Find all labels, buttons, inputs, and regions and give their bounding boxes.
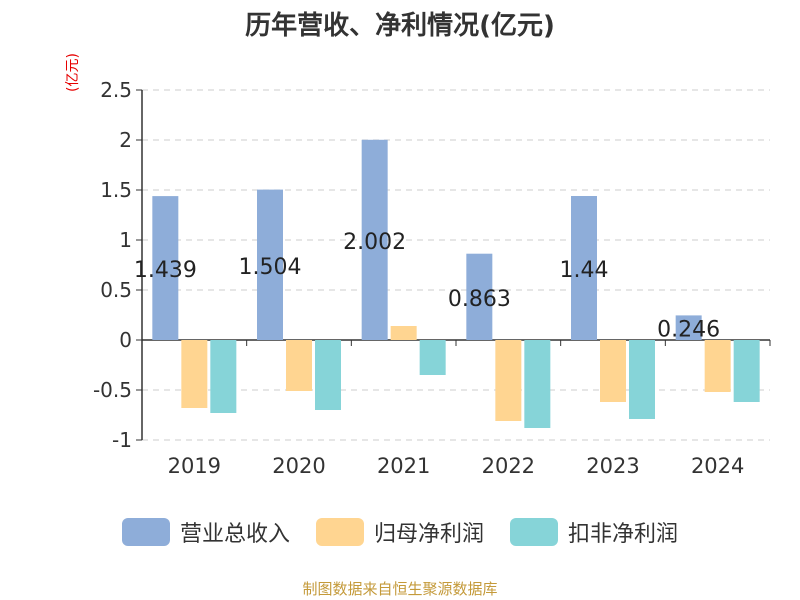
legend-label-revenue: 营业总收入	[179, 522, 290, 547]
x-tick-label: 2023	[586, 454, 639, 478]
x-tick-label: 2020	[272, 454, 325, 478]
y-tick-label: 1	[119, 228, 132, 252]
data-label: 0.863	[448, 287, 511, 312]
y-tick-label: -1	[112, 428, 132, 452]
legend-item-deducted-profit[interactable]: 扣非净利润	[510, 516, 678, 548]
y-tick-label: 0	[119, 328, 132, 352]
bar	[600, 340, 626, 402]
legend-item-revenue[interactable]: 营业总收入	[121, 516, 290, 548]
legend-swatch-revenue	[121, 518, 170, 546]
x-tick-label: 2019	[168, 454, 221, 478]
bar	[466, 253, 493, 340]
data-label: 1.439	[134, 258, 197, 283]
legend: 营业总收入 归母净利润 扣非净利润	[0, 516, 800, 548]
bar	[152, 196, 179, 340]
data-label: 1.44	[560, 258, 609, 283]
bar	[571, 196, 597, 340]
bar	[524, 340, 551, 428]
y-tick-label: 1.5	[100, 178, 132, 202]
legend-label-deducted-profit: 扣非净利润	[568, 522, 679, 547]
bar	[210, 340, 237, 413]
y-tick-label: 2	[119, 128, 132, 152]
legend-item-net-profit[interactable]: 归母净利润	[315, 516, 484, 548]
data-label: 0.246	[657, 318, 720, 343]
data-source-note: 制图数据来自恒生聚源数据库	[302, 580, 498, 598]
legend-swatch-deducted-profit	[510, 518, 558, 546]
legend-swatch-net-profit	[315, 518, 364, 546]
y-tick-label: 0.5	[100, 278, 132, 302]
x-tick-label: 2024	[691, 454, 744, 478]
bar	[390, 326, 417, 340]
bar	[495, 340, 522, 421]
bar	[733, 340, 760, 402]
data-label: 2.002	[343, 230, 406, 255]
bar	[361, 139, 388, 340]
bar	[315, 340, 341, 410]
bar	[419, 340, 446, 375]
bar	[181, 340, 208, 408]
bar	[257, 189, 283, 340]
legend-label-net-profit: 归母净利润	[373, 522, 484, 547]
bar	[629, 340, 655, 419]
bar	[286, 340, 312, 391]
x-tick-label: 2021	[377, 454, 430, 478]
data-label: 1.504	[239, 255, 302, 280]
bar	[675, 315, 702, 340]
x-tick-label: 2022	[482, 454, 535, 478]
y-tick-label: -0.5	[93, 378, 132, 402]
chart-title: 历年营收、净利情况(亿元)	[245, 11, 555, 41]
y-tick-label: 2.5	[100, 78, 132, 102]
bar	[704, 340, 731, 392]
